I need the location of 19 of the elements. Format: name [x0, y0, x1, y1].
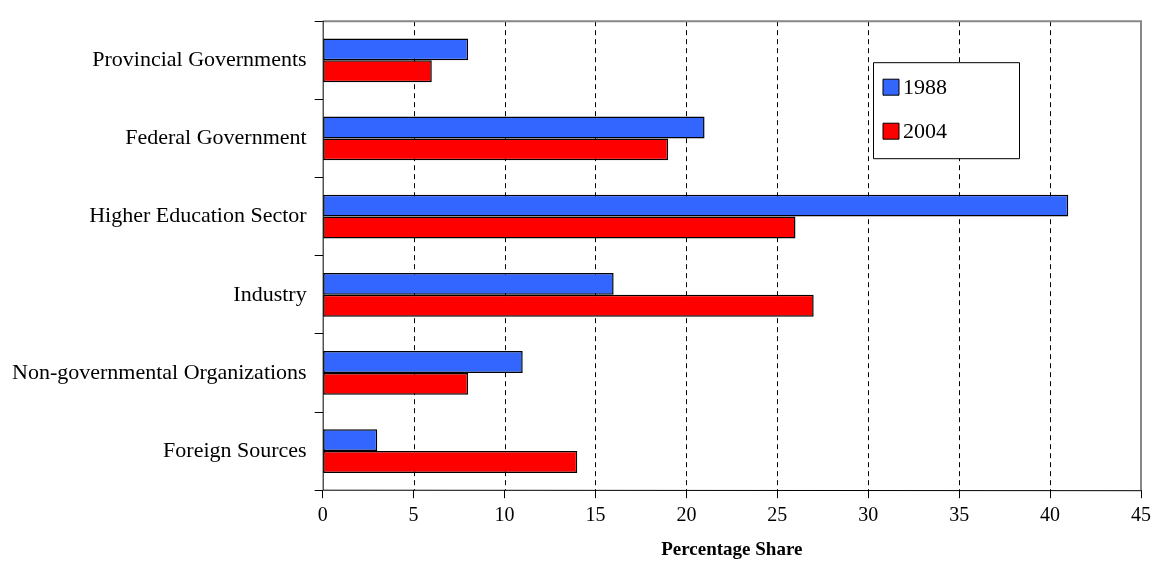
y-tick-label: Provincial Governments — [92, 46, 307, 72]
x-axis-title: Percentage Share — [661, 537, 803, 559]
legend-label: 1988 — [903, 73, 947, 99]
x-tick-label: 30 — [858, 503, 879, 526]
x-tick-label: 0 — [317, 503, 328, 526]
x-tick-label: 40 — [1040, 503, 1061, 526]
x-tick-label: 45 — [1131, 503, 1151, 526]
y-tick-label: Industry — [233, 280, 307, 306]
legend-label: 2004 — [903, 117, 947, 143]
y-tick-label: Non-governmental Organizations — [11, 358, 307, 384]
y-tick-label: Federal Government — [125, 124, 307, 150]
x-tick-label: 20 — [676, 503, 697, 526]
y-tick-label: Higher Education Sector — [89, 202, 308, 228]
x-tick-label: 10 — [494, 503, 515, 526]
x-tick-label: 15 — [585, 503, 606, 526]
x-tick-label: 35 — [949, 503, 970, 526]
x-tick-label: 25 — [767, 503, 788, 526]
x-tick-label: 5 — [408, 503, 419, 526]
y-tick-label: Foreign Sources — [163, 436, 307, 462]
